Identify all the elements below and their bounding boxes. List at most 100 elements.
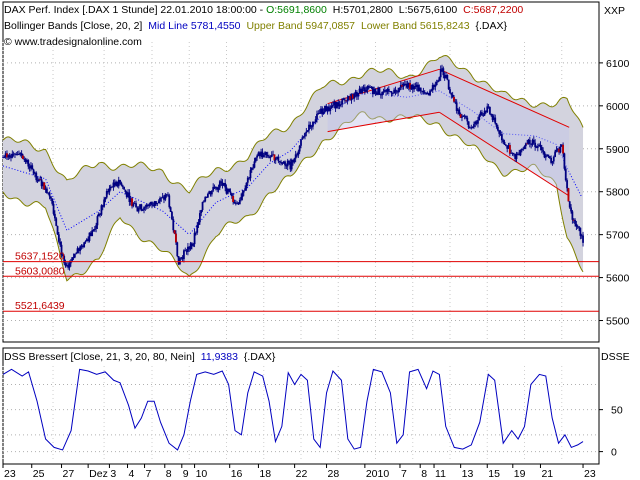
candle-body <box>560 144 563 147</box>
candle-body <box>422 90 425 93</box>
x-tick-label: 16 <box>231 468 243 480</box>
candle-body <box>212 186 215 191</box>
candle-body <box>214 187 217 189</box>
candle-body <box>167 194 169 196</box>
x-tick-label: 10 <box>196 468 208 480</box>
header-close: C:5687,2200 <box>463 4 523 16</box>
candle-body <box>155 201 157 205</box>
candle-body <box>548 156 551 158</box>
channel-lower-1 <box>439 111 570 197</box>
candle-body <box>551 161 554 163</box>
candle-body <box>417 84 419 92</box>
candle-body <box>75 253 78 255</box>
candle-body <box>97 213 100 217</box>
candle-body <box>489 106 491 114</box>
x-tick-label: 8 <box>421 468 427 480</box>
candle-body <box>317 113 320 114</box>
candle-body <box>491 115 494 120</box>
candle-body <box>358 88 361 93</box>
candle-body <box>506 145 509 149</box>
candle-body <box>48 192 51 197</box>
candle-body <box>413 86 415 90</box>
candle-body <box>386 88 389 92</box>
candle-body <box>180 257 183 259</box>
candle-body <box>280 161 282 163</box>
candle-body <box>540 147 543 151</box>
x-tick-label: 23 <box>584 468 596 480</box>
candle-body <box>403 83 406 86</box>
candle-body <box>57 234 60 242</box>
candle-body <box>455 102 458 111</box>
candle-body <box>467 121 470 128</box>
bb-label: Bollinger Bands [Close, 20, 2] <box>4 20 142 32</box>
candle-highlight <box>173 230 176 234</box>
candle-body <box>67 265 70 268</box>
candle-body <box>108 188 111 193</box>
candle-body <box>8 155 11 158</box>
candle-body <box>318 113 321 114</box>
candle-body <box>164 194 167 200</box>
candle-body <box>302 136 305 138</box>
candle-highlight <box>6 153 8 158</box>
header-low: L:5675,6100 <box>399 4 458 16</box>
candle-body <box>439 69 442 78</box>
candle-body <box>293 158 296 163</box>
candle-body <box>84 241 87 243</box>
candle-body <box>3 157 6 159</box>
candle-body <box>209 191 212 195</box>
candle-body <box>76 248 79 254</box>
candle-body <box>153 201 156 207</box>
candle-body <box>333 101 336 106</box>
candle-body <box>423 92 426 94</box>
candle-body <box>359 88 362 94</box>
candle-body <box>421 90 423 92</box>
candle-body <box>221 182 224 186</box>
candle-body <box>185 250 188 252</box>
dss-line <box>2 368 584 451</box>
dss-grid <box>2 366 599 460</box>
candle-body <box>519 149 522 156</box>
candle-body <box>156 203 159 205</box>
candle-body <box>116 181 119 187</box>
candle-highlight <box>43 182 46 190</box>
candle-body <box>236 202 239 204</box>
candle-body <box>18 154 20 155</box>
candle-body <box>515 153 518 159</box>
candle-body <box>485 110 487 113</box>
candle-body <box>197 222 200 226</box>
x-tick-label: 9 <box>183 468 189 480</box>
candle-body <box>60 244 63 256</box>
candle-body <box>338 104 341 107</box>
candle-body <box>375 92 378 95</box>
candle-body <box>470 127 473 129</box>
candle-body <box>314 119 317 123</box>
candle-highlight <box>567 188 570 202</box>
candle-body <box>309 124 312 128</box>
candle-body <box>430 90 433 92</box>
candle-body <box>249 170 252 179</box>
candle-body <box>282 161 285 164</box>
candle-body <box>503 141 506 145</box>
candle-body <box>257 152 260 156</box>
candle-body <box>366 86 369 90</box>
candle-body <box>274 158 277 161</box>
candle-body <box>305 131 308 133</box>
candle-body <box>426 92 429 95</box>
header-title: DAX Perf. Index [.DAX 1 Stunde] 22.01.20… <box>4 4 266 16</box>
candle-body <box>96 216 99 226</box>
candle-body <box>290 159 293 170</box>
candle-body <box>502 140 505 142</box>
candle-body <box>414 86 417 88</box>
header-high: H:5701,2800 <box>333 4 393 16</box>
candle-body <box>87 239 90 241</box>
candle-body <box>350 94 353 101</box>
channel-upper-0 <box>327 68 440 105</box>
candle-body <box>336 102 338 109</box>
candle-body <box>253 161 256 168</box>
candle-body <box>196 225 199 233</box>
candle-body <box>461 116 463 118</box>
candle-highlight <box>572 219 575 221</box>
candle-body <box>234 203 237 205</box>
candle-body <box>99 213 102 215</box>
candle-body <box>443 75 446 79</box>
